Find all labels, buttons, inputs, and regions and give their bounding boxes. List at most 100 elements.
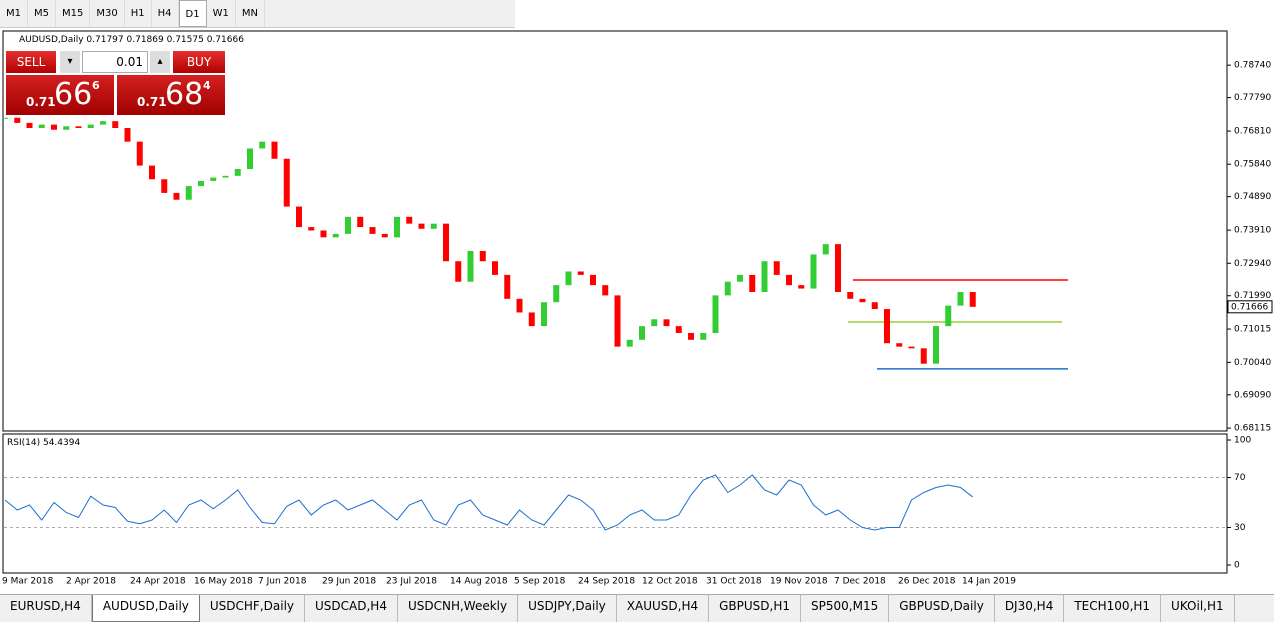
price-pips: 68 [165,77,204,112]
candle-body [283,158,290,207]
y-tick-label: 0.77790 [1234,93,1271,103]
candle-body [394,216,400,238]
x-tick-label: 31 Oct 2018 [706,577,762,587]
ohlc: 0.71666 [207,35,244,45]
chart-tab[interactable]: XAUUSD,H4 [617,595,710,622]
y-tick-label: 0 [1234,561,1240,571]
timeframe-button[interactable]: M1 [0,0,28,27]
x-tick-label: 19 Nov 2018 [770,577,828,587]
chart-tab[interactable]: USDJPY,Daily [518,595,617,622]
chart-tabs: EURUSD,H4 AUDUSD,Daily USDCHF,Daily USDCAD,… [0,594,1274,622]
chart-tab[interactable]: DJ30,H4 [995,595,1065,622]
x-tick-label: 26 Dec 2018 [898,577,956,587]
candle-body [149,165,155,180]
chart-tab[interactable]: UKOil,H1 [1161,595,1235,622]
buy-button[interactable]: BUY [173,51,225,73]
candle-body [871,302,878,310]
candle-body [700,332,707,340]
lot-input[interactable]: 0.01 [82,51,148,73]
chart-tab[interactable]: TECH100,H1 [1064,595,1162,622]
candle-body [553,285,560,303]
candle-body [810,254,817,289]
x-tick-label: 2 Apr 2018 [66,577,116,587]
x-tick-label: 14 Aug 2018 [450,577,508,587]
candle-body [381,233,388,238]
timeframe-button[interactable]: W1 [207,0,236,27]
candle-body [724,281,731,296]
lot-up[interactable]: ▴ [150,51,170,73]
candle-body [234,169,241,176]
chart-tab[interactable]: GBPUSD,Daily [889,595,995,622]
candle-body [908,346,915,349]
candle-body [969,291,976,307]
sell-button[interactable]: SELL [6,51,56,73]
x-tick-label: 29 Jun 2018 [322,577,376,587]
timeframe-button[interactable]: M30 [90,0,125,27]
chart-tab[interactable]: EURUSD,H4 [0,595,92,622]
candle-body [455,261,462,282]
candle-body [112,121,119,129]
candle-body [920,348,927,364]
candle-body [124,128,131,142]
y-tick-label: 0.75840 [1234,160,1271,170]
candle-body [492,261,498,275]
chart-tab[interactable]: USDCNH,Weekly [398,595,519,622]
chart-tab[interactable]: SP500,M15 [801,595,890,622]
lot-down[interactable]: ▾ [60,51,80,73]
candle-body [443,223,449,262]
timeframe-toolbar: M1 M5 M15 M30 H1 H4 D1 W1 MN [0,0,515,28]
y-tick-label: 0.73910 [1234,226,1271,236]
timeframe-button[interactable]: H4 [152,0,179,27]
candle-body [565,271,572,286]
rsi-value: 54.4394 [43,438,80,448]
candle-body [430,223,437,229]
chart-tab[interactable]: AUDUSD,Daily [91,595,200,622]
candle-body [14,117,21,123]
candle-body [786,274,792,286]
y-tick-label: 0.71990 [1234,291,1271,301]
candle-body [247,148,253,170]
chart: AUDUSD,Daily 0.71797 0.71869 0.71575 0.7… [2,30,1273,587]
candle-body [369,227,376,234]
x-tick-label: 24 Sep 2018 [578,577,635,587]
candle-body [577,271,584,275]
timeframe-button[interactable]: M15 [56,0,91,27]
candle-body [222,175,229,178]
sell-price[interactable]: 0.71 66 6 [6,75,114,115]
y-tick-label: 0.76810 [1234,127,1271,137]
candle-body [63,126,70,130]
chart-tab[interactable]: USDCHF,Daily [200,595,306,622]
candle-body [271,141,278,159]
y-tick-label: 100 [1234,436,1251,446]
timeframe-button[interactable]: H1 [125,0,152,27]
price-prefix: 0.71 [26,95,56,109]
timeframe-button[interactable]: MN [236,0,265,27]
price-fraction: 4 [203,79,211,92]
y-tick-label: 0.69090 [1234,390,1271,400]
candle-body [467,250,474,282]
candle-body [87,124,94,129]
chart-tab[interactable]: USDCAD,H4 [305,595,398,622]
current-price: 0.71666 [1231,302,1268,312]
candle-body [737,274,743,282]
timeframe-button[interactable]: M5 [28,0,56,27]
candle-body [136,141,143,166]
chart-tab[interactable]: GBPUSD,H1 [709,595,802,622]
price-label-box [1227,300,1273,314]
y-tick-label: 0.71015 [1234,325,1271,335]
candle-body [345,216,351,234]
timeframe-button[interactable]: D1 [178,0,207,27]
candle-body [308,227,315,231]
ohlc: 0.71869 [127,35,164,45]
chart-info: AUDUSD,Daily 0.71797 0.71869 0.71575 0.7… [19,35,244,45]
candle-body [479,250,486,262]
candle-body [957,291,964,306]
y-tick-label: 0.70040 [1234,358,1271,368]
candle-body [259,141,266,149]
buy-price[interactable]: 0.71 68 4 [117,75,225,115]
x-tick-label: 7 Jun 2018 [258,577,307,587]
rsi-name: RSI(14) [7,438,40,448]
candle-body [773,261,780,275]
y-tick-label: 0.72940 [1234,259,1271,269]
